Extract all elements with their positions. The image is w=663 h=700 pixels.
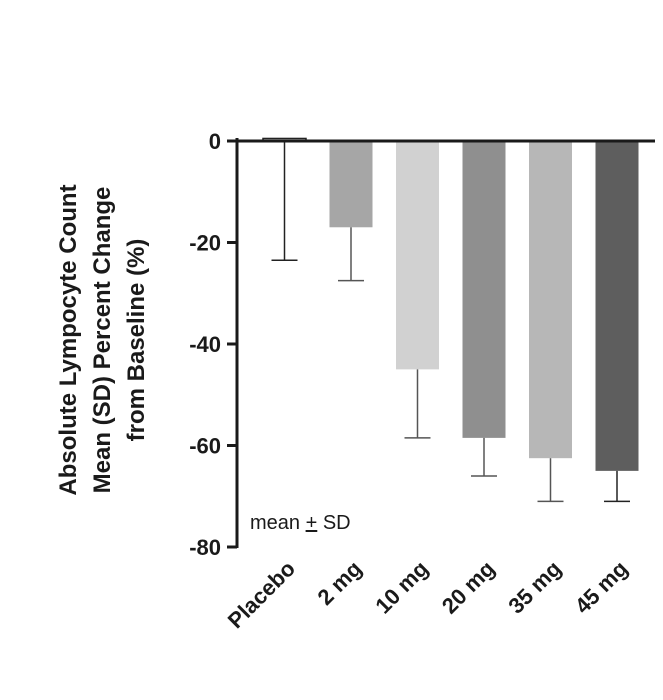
annotation-suffix: SD [317,512,350,534]
x-tick-label: 10 mg [370,556,433,619]
y-tick-label: -80 [189,535,221,560]
error-bars [271,141,630,503]
bar-20-mg [462,141,506,438]
y-ticks: 0 -20 -40 -60 -80 [189,129,237,560]
bar-35-mg [529,141,572,459]
y-axis-label-line: Absolute Lympocyte Count [55,184,82,495]
bar-10-mg [396,141,439,370]
y-axis-label: Absolute Lympocyte Count Mean (SD) Percen… [55,184,150,495]
y-tick-label: -20 [189,231,221,256]
mean-sd-annotation: mean + SD [250,512,351,534]
y-axis-label-line: Mean (SD) Percent Change [89,187,116,494]
x-tick-label: Placebo [223,556,300,633]
axes [235,138,655,548]
y-tick-label: 0 [209,129,221,154]
annotation-prefix: mean [250,512,306,534]
y-axis-label-line: from Baseline (%) [123,239,150,442]
y-tick-label: -40 [189,332,221,357]
bars [262,137,639,471]
annotation-plus-minus: + [306,512,318,534]
x-tick-label: 45 mg [570,556,633,619]
x-tick-label: 2 mg [313,556,367,610]
bar-2-mg [329,141,373,228]
x-tick-label: 35 mg [503,556,566,619]
bar-45-mg [595,141,639,471]
x-tick-label: 20 mg [437,556,500,619]
y-tick-label: -60 [189,434,221,459]
x-tick-labels: Placebo 2 mg 10 mg 20 mg 35 mg 45 mg [223,556,633,633]
